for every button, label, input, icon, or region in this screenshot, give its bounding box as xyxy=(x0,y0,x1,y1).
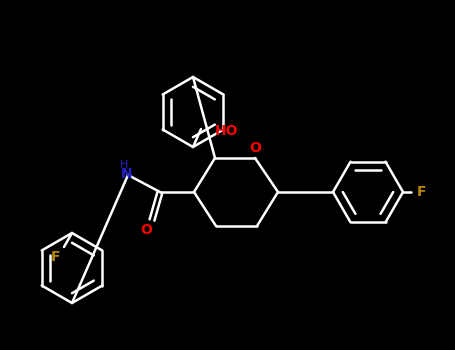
Text: H: H xyxy=(120,160,128,170)
Text: N: N xyxy=(121,167,133,181)
Text: HO: HO xyxy=(215,124,238,138)
Text: F: F xyxy=(51,250,61,264)
Text: F: F xyxy=(416,185,426,199)
Text: O: O xyxy=(140,223,152,237)
Text: O: O xyxy=(249,141,261,155)
